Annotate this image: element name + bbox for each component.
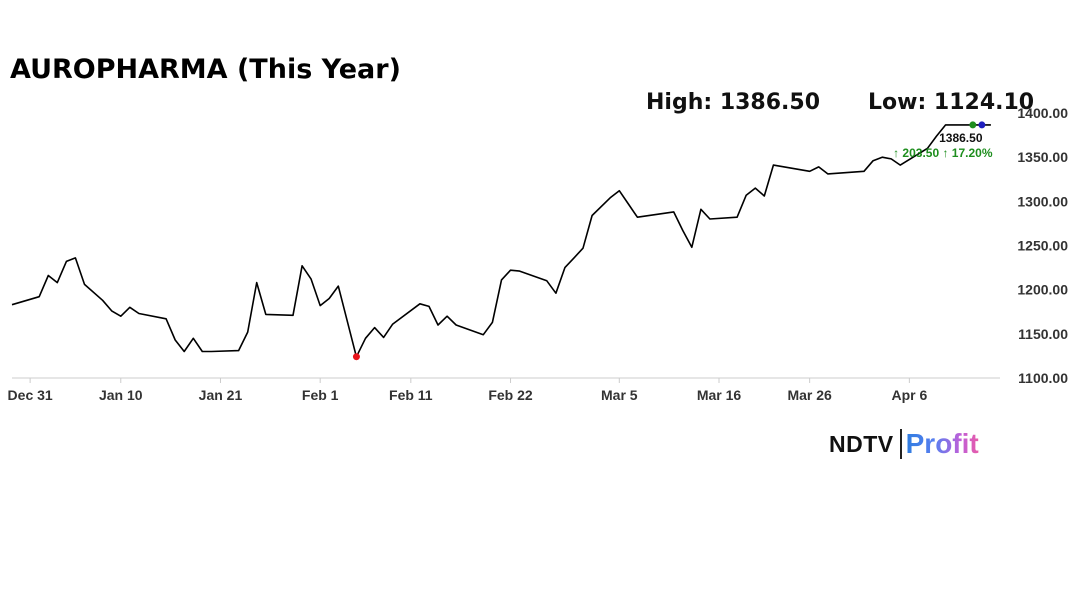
- x-tick-label: Mar 16: [697, 387, 742, 403]
- change-label: ↑ 203.50 ↑ 17.20%: [893, 146, 993, 160]
- chart-title: AUROPHARMA (This Year): [10, 54, 401, 85]
- x-tick-label: Feb 11: [389, 387, 433, 403]
- y-tick-label: 1150.00: [1018, 326, 1068, 342]
- high-point-marker: [969, 121, 977, 129]
- x-tick-label: Feb 22: [488, 387, 533, 403]
- x-tick-label: Jan 21: [199, 387, 243, 403]
- y-tick-label: 1250.00: [1017, 238, 1068, 254]
- x-tick-label: Feb 1: [302, 387, 339, 403]
- y-axis-ticks: 1100.00 1150.00 1200.00 1250.00 1300.00 1350.…: [1017, 105, 1068, 386]
- last-point-marker: [978, 121, 986, 129]
- low-value: Low: 1124.10: [868, 90, 1035, 115]
- x-tick-label: Apr 6: [891, 387, 927, 403]
- x-tick-label: Dec 31: [8, 387, 53, 403]
- y-tick-label: 1350.00: [1017, 149, 1068, 165]
- last-value-label: 1386.50: [939, 131, 983, 145]
- low-point-marker: [352, 353, 360, 361]
- x-tick-label: Mar 5: [601, 387, 638, 403]
- y-tick-label: 1100.00: [1018, 370, 1068, 386]
- series-markers: [352, 121, 986, 361]
- x-tick-label: Mar 26: [787, 387, 832, 403]
- y-tick-label: 1400.00: [1017, 105, 1068, 121]
- x-axis-ticks: Dec 31 Jan 10 Jan 21 Feb 1 Feb 11 Feb 22 Mar 5…: [8, 378, 927, 403]
- y-tick-label: 1300.00: [1017, 193, 1068, 209]
- price-series-line: [11, 124, 991, 358]
- logo-ndtv-text: NDTV: [829, 430, 894, 457]
- logo-profit-text: Profit: [905, 428, 979, 459]
- x-tick-label: Jan 10: [99, 387, 143, 403]
- high-value: High: 1386.50: [646, 90, 821, 115]
- y-tick-label: 1200.00: [1017, 282, 1068, 298]
- ndtv-profit-logo: NDTV Profit: [829, 428, 979, 460]
- logo-divider: [899, 429, 902, 459]
